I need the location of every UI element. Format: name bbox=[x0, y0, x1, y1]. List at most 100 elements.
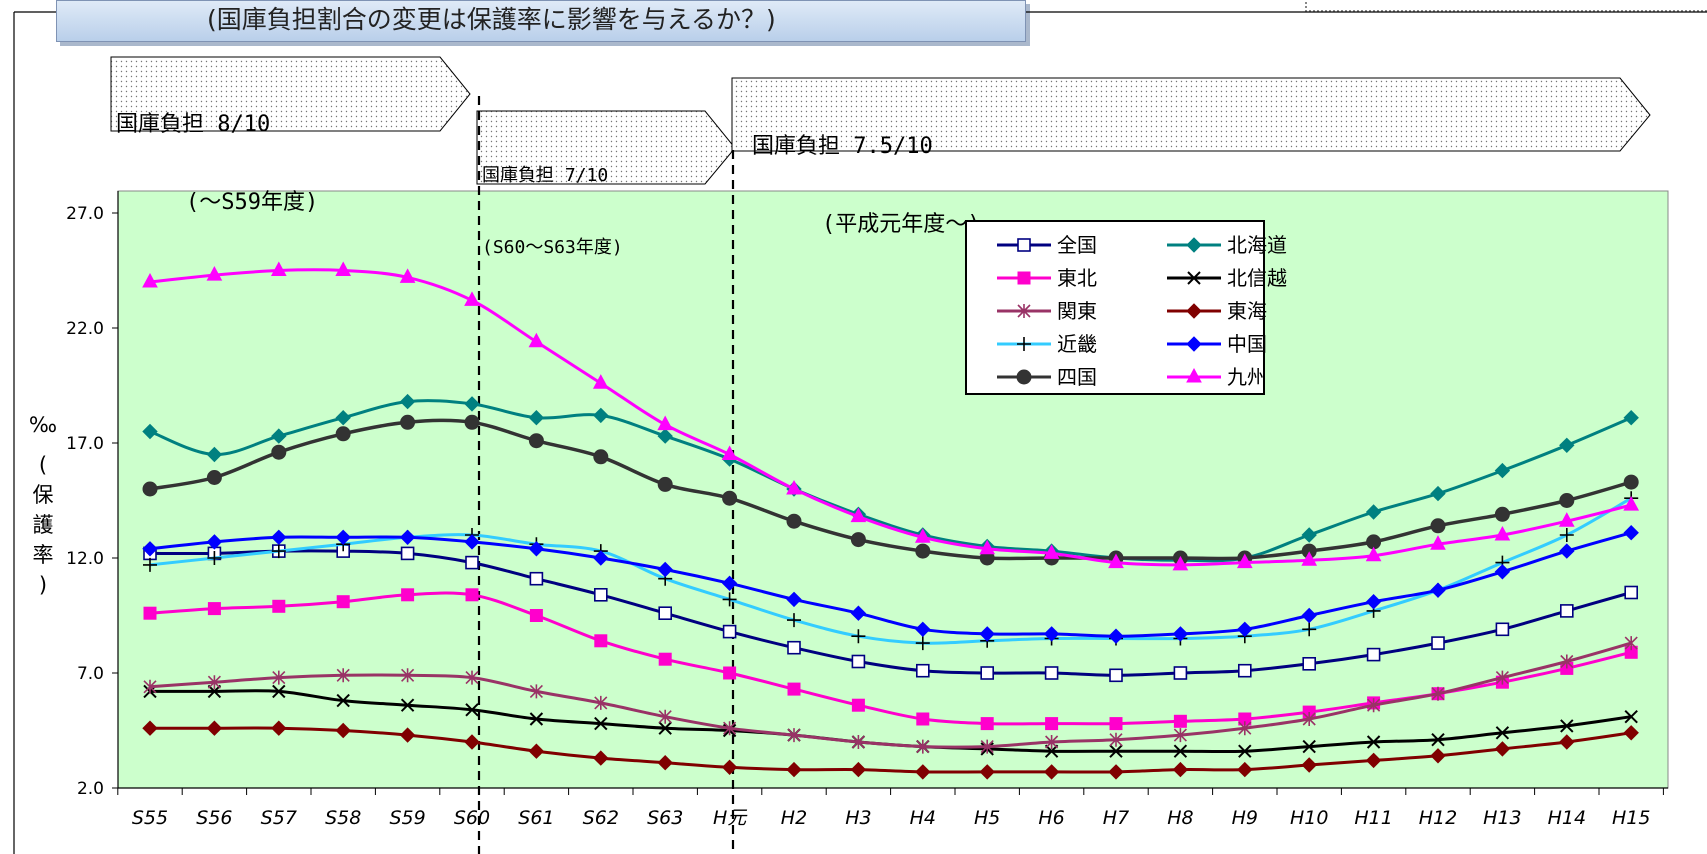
data-point-marker bbox=[980, 717, 994, 731]
data-point-marker bbox=[464, 534, 480, 550]
plot-area bbox=[117, 190, 1669, 789]
data-point-marker bbox=[1238, 663, 1252, 678]
data-point-marker bbox=[914, 528, 931, 543]
data-point-marker bbox=[1560, 719, 1574, 733]
data-point-marker bbox=[1430, 582, 1446, 598]
data-point-marker bbox=[529, 609, 543, 622]
data-point-marker bbox=[400, 546, 415, 561]
data-point-marker bbox=[1365, 752, 1382, 769]
data-point-marker bbox=[529, 712, 544, 726]
data-point-marker bbox=[723, 721, 737, 736]
phase-1-line2: (～S59年度) bbox=[186, 190, 319, 215]
phase-2-line2: (S60～S63年度) bbox=[482, 237, 623, 258]
data-point-marker bbox=[593, 407, 609, 424]
x-tick-label: H11 bbox=[1354, 807, 1392, 829]
data-point-marker bbox=[593, 449, 609, 465]
data-point-marker bbox=[464, 291, 480, 306]
data-point-marker bbox=[142, 423, 158, 440]
series-全国 bbox=[143, 544, 1638, 683]
data-point-marker bbox=[1172, 555, 1189, 571]
data-point-marker bbox=[1624, 709, 1638, 724]
data-point-marker bbox=[271, 428, 287, 444]
legend-label: 全国 bbox=[1057, 233, 1097, 257]
data-point-marker bbox=[1559, 437, 1575, 454]
data-point-marker bbox=[657, 428, 673, 444]
data-point-marker bbox=[593, 587, 608, 602]
data-point-marker bbox=[1559, 528, 1574, 542]
x-tick-label: H6 bbox=[1038, 807, 1064, 829]
phase-arrow-3 bbox=[731, 77, 1651, 152]
x-tick-label: H13 bbox=[1483, 807, 1521, 829]
data-point-marker bbox=[722, 592, 737, 607]
data-point-marker bbox=[1238, 744, 1252, 758]
data-point-marker bbox=[915, 764, 931, 780]
data-point-marker bbox=[529, 684, 543, 699]
data-point-marker bbox=[1017, 337, 1031, 351]
data-point-marker bbox=[1301, 757, 1317, 773]
x-tick-label: S62 bbox=[583, 807, 619, 829]
x-tick-label: H9 bbox=[1232, 807, 1258, 829]
data-point-marker bbox=[528, 433, 544, 449]
data-point-marker bbox=[1187, 271, 1201, 285]
data-point-marker bbox=[1109, 717, 1123, 731]
data-point-marker bbox=[1108, 628, 1124, 644]
phase-3-line2: (平成元年度～) bbox=[822, 212, 981, 237]
phase-2-label: 国庫負担 7/10 (S60～S63年度) bbox=[482, 116, 623, 308]
legend-item: 東北 bbox=[995, 263, 1145, 293]
y-axis-label-part: 保 bbox=[32, 483, 54, 507]
legend-label: 近畿 bbox=[1057, 332, 1097, 356]
phase-3-line1: 国庫負担 7.5/10 bbox=[752, 134, 933, 159]
phase-arrow-2 bbox=[476, 110, 736, 185]
legend-swatch bbox=[997, 238, 1051, 252]
legend-label: 関東 bbox=[1057, 299, 1097, 323]
y-tick-label: 12.0 bbox=[66, 549, 104, 569]
legend-swatch bbox=[997, 271, 1051, 285]
data-point-marker bbox=[1494, 462, 1511, 479]
x-tick-label: S57 bbox=[261, 807, 297, 829]
legend-label: 中国 bbox=[1227, 332, 1267, 356]
legend-swatch bbox=[1167, 271, 1221, 285]
y-tick-label: 22.0 bbox=[66, 319, 104, 339]
data-point-marker bbox=[143, 557, 157, 572]
data-point-marker bbox=[1431, 686, 1445, 701]
data-point-marker bbox=[464, 734, 480, 750]
data-point-marker bbox=[1017, 238, 1031, 252]
legend-swatch bbox=[997, 337, 1051, 351]
x-tick-label: H15 bbox=[1612, 807, 1650, 829]
data-point-marker bbox=[1366, 735, 1381, 749]
data-point-marker bbox=[980, 666, 995, 680]
data-point-marker bbox=[722, 624, 737, 639]
data-point-marker bbox=[336, 693, 350, 708]
legend-label: 東海 bbox=[1227, 299, 1267, 323]
data-point-marker bbox=[980, 739, 994, 754]
data-point-marker bbox=[1109, 732, 1123, 747]
data-point-marker bbox=[915, 621, 931, 638]
x-tick-label: S60 bbox=[454, 807, 490, 829]
data-point-marker bbox=[465, 555, 479, 570]
data-point-marker bbox=[786, 591, 802, 608]
x-tick-label: S59 bbox=[389, 807, 425, 829]
data-point-marker bbox=[1365, 593, 1382, 610]
data-point-marker bbox=[1560, 604, 1574, 618]
data-point-marker bbox=[979, 539, 996, 555]
data-point-marker bbox=[206, 266, 223, 281]
y-axis-label-part: ) bbox=[38, 573, 48, 597]
data-point-marker bbox=[464, 396, 480, 412]
legend-item: 九州 bbox=[1165, 362, 1315, 392]
data-point-marker bbox=[851, 698, 865, 712]
data-point-marker bbox=[1016, 369, 1032, 385]
data-point-marker bbox=[851, 654, 866, 669]
data-point-marker bbox=[207, 602, 221, 616]
data-point-marker bbox=[787, 728, 801, 743]
x-tick-label: S58 bbox=[325, 807, 361, 829]
data-point-marker bbox=[207, 684, 222, 699]
data-point-marker bbox=[1186, 303, 1202, 319]
data-point-marker bbox=[721, 445, 738, 460]
legend-swatch bbox=[1167, 336, 1221, 352]
data-point-marker bbox=[271, 529, 287, 546]
data-point-marker bbox=[1559, 734, 1575, 750]
data-point-marker bbox=[1172, 626, 1189, 642]
data-point-marker bbox=[1301, 527, 1317, 543]
